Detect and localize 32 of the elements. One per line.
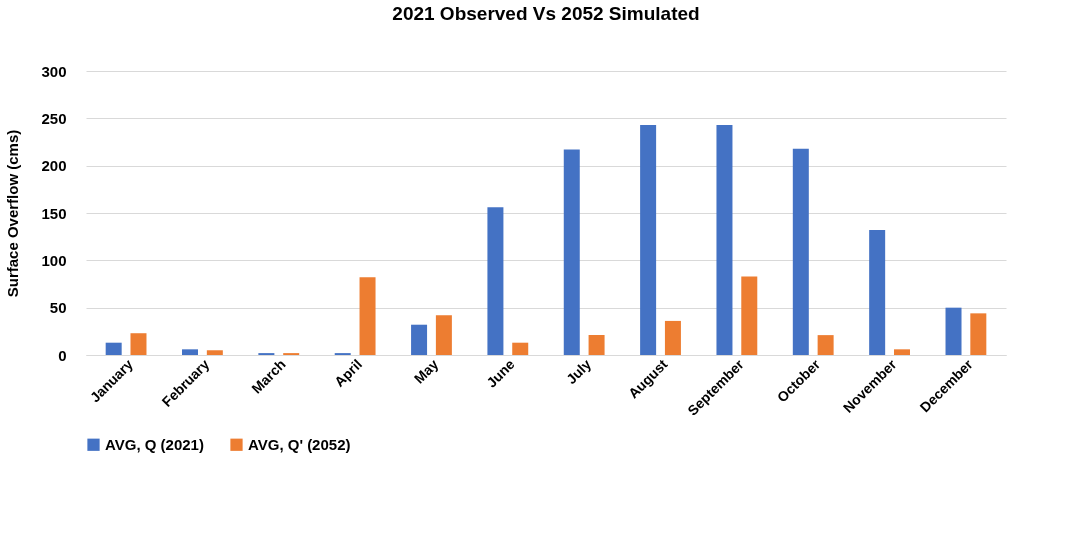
- bar: [869, 230, 886, 355]
- bar: [817, 335, 834, 355]
- bar: [893, 349, 910, 355]
- bar: [182, 349, 199, 355]
- bar: [563, 149, 580, 355]
- bar: [741, 276, 758, 355]
- y-tick-label: 0: [58, 346, 67, 364]
- bar: [411, 324, 428, 355]
- bar: [716, 124, 733, 355]
- bar: [130, 333, 147, 355]
- bar: [945, 307, 962, 355]
- chart-title: 2021 Observed Vs 2052 Simulated: [392, 3, 700, 24]
- legend-label: AVG, Q (2021): [105, 435, 204, 453]
- bar: [640, 124, 657, 355]
- bar: [487, 207, 504, 355]
- bar: [435, 315, 452, 355]
- bar: [792, 148, 809, 355]
- bar: [970, 313, 987, 355]
- bar: [359, 277, 376, 355]
- y-tick-label: 150: [41, 204, 67, 222]
- bar: [206, 350, 223, 355]
- legend-label: AVG, Q' (2052): [248, 435, 351, 453]
- y-tick-label: 250: [41, 109, 67, 127]
- y-axis-title: Surface Overflow (cms): [4, 129, 22, 298]
- y-tick-label: 300: [41, 62, 67, 80]
- bar: [512, 342, 529, 355]
- bar: [588, 335, 605, 355]
- y-tick-label: 100: [41, 251, 67, 269]
- bar: [105, 342, 122, 355]
- bar: [664, 320, 681, 355]
- y-tick-label: 50: [49, 299, 67, 317]
- y-tick-label: 200: [41, 157, 67, 175]
